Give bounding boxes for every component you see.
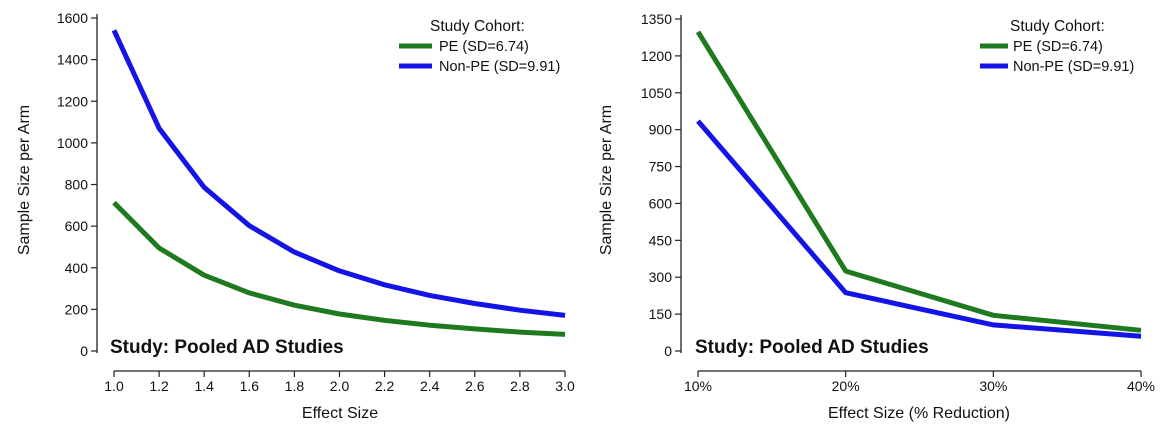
- x-axis-title: Effect Size: [302, 405, 378, 422]
- x-tick-label: 2.0: [330, 378, 350, 394]
- x-tick-label: 1.6: [240, 378, 260, 394]
- study-annotation: Study: Pooled AD Studies: [695, 337, 929, 358]
- y-tick-label: 1050: [641, 85, 672, 101]
- legend-title: Study Cohort:: [430, 18, 525, 35]
- legend-title: Study Cohort:: [1010, 18, 1105, 35]
- x-tick-label: 2.4: [420, 378, 440, 394]
- series-line-pe: [695, 30, 1142, 333]
- y-tick-label: 800: [65, 177, 89, 193]
- y-tick-label: 1000: [57, 135, 88, 151]
- y-axis-title: Sample Size per Arm: [16, 105, 33, 255]
- y-tick-label: 600: [649, 195, 673, 211]
- y-tick-label: 1400: [57, 52, 88, 68]
- x-axis-title: Effect Size (% Reduction): [828, 405, 1010, 422]
- chart-left: Study: Pooled AD Studies Study Cohort: P…: [16, 10, 575, 422]
- y-tick-label: 200: [65, 301, 89, 317]
- study-annotation: Study: Pooled AD Studies: [110, 337, 344, 358]
- legend-label-non-pe: Non-PE (SD=9.91): [1013, 59, 1134, 75]
- y-tick-label: 0: [664, 343, 672, 359]
- y-tick-label: 0: [80, 343, 88, 359]
- y-tick-label: 150: [649, 306, 673, 322]
- x-tick-label: 2.6: [465, 378, 485, 394]
- legend-label-non-pe: Non-PE (SD=9.91): [439, 59, 560, 75]
- x-tick-label: 2.2: [375, 378, 395, 394]
- x-tick-label: 40%: [1127, 378, 1155, 394]
- x-tick-label: 1.0: [104, 378, 124, 394]
- x-tick-label: 10%: [684, 378, 712, 394]
- y-tick-label: 750: [649, 159, 673, 175]
- x-tick-label: 20%: [832, 378, 860, 394]
- x-tick-label: 3.0: [555, 378, 575, 394]
- y-tick-label: 1200: [57, 93, 88, 109]
- y-axis-title: Sample Size per Arm: [598, 105, 615, 255]
- y-tick-label: 450: [649, 232, 673, 248]
- y-tick-label: 1200: [641, 48, 672, 64]
- x-tick-label: 1.8: [285, 378, 305, 394]
- series-line-pe: [112, 200, 566, 337]
- legend-label-pe: PE (SD=6.74): [1013, 39, 1103, 55]
- y-tick-label: 300: [649, 269, 673, 285]
- y-tick-label: 1350: [641, 11, 672, 27]
- x-tick-label: 2.8: [510, 378, 530, 394]
- x-tick-label: 1.2: [149, 378, 169, 394]
- y-tick-label: 1600: [57, 10, 88, 26]
- series-line-non-pe: [111, 29, 566, 318]
- y-tick-label: 600: [65, 218, 89, 234]
- y-tick-label: 900: [649, 122, 673, 138]
- legend-label-pe: PE (SD=6.74): [439, 39, 529, 55]
- series-line-non-pe: [696, 119, 1142, 339]
- y-tick-label: 400: [65, 260, 89, 276]
- x-tick-label: 1.4: [194, 378, 214, 394]
- chart-right: Study: Pooled AD Studies Study Cohort: P…: [598, 11, 1155, 422]
- x-tick-label: 30%: [979, 378, 1007, 394]
